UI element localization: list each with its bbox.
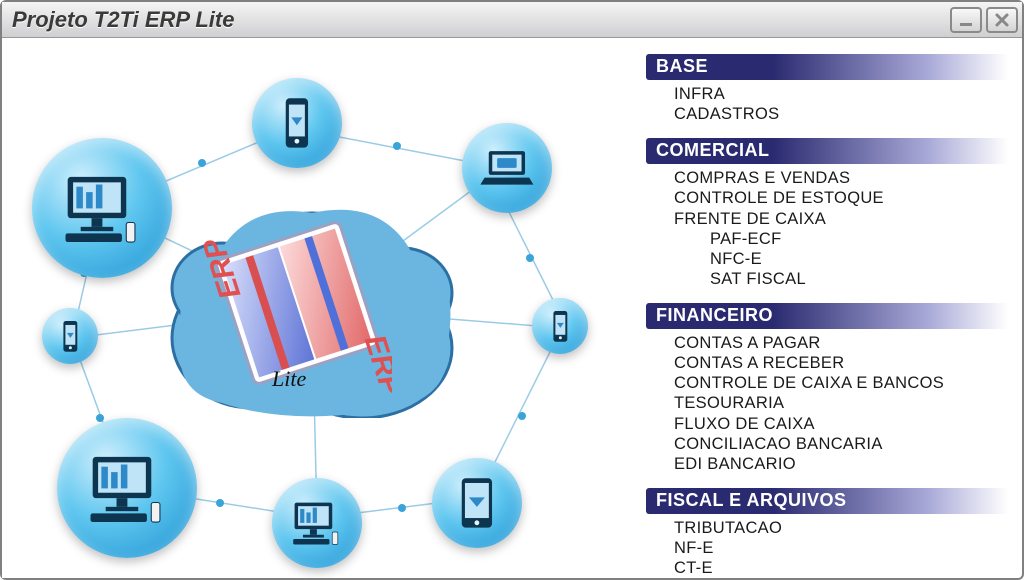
- desktop-icon: [289, 495, 345, 551]
- list-item[interactable]: FLUXO DE CAIXA: [674, 414, 1008, 434]
- network-node-desktop: [32, 138, 172, 278]
- list-item[interactable]: FRENTE DE CAIXA: [674, 209, 1008, 229]
- network-node-laptop: [462, 123, 552, 213]
- list-item[interactable]: NFC-E: [710, 249, 1008, 269]
- list-item[interactable]: CADASTROS: [674, 104, 1008, 124]
- desktop-icon: [59, 165, 146, 252]
- module-list: BASEINFRACADASTROSCOMERCIALCOMPRAS E VEN…: [642, 38, 1022, 578]
- window-controls: [950, 7, 1018, 33]
- section-header: FINANCEIRO: [646, 303, 1008, 329]
- network-diagram: ERP ERP Lite: [2, 38, 642, 578]
- list-item[interactable]: NF-E: [674, 538, 1008, 558]
- section-items: COMPRAS E VENDASCONTROLE DE ESTOQUEFRENT…: [646, 164, 1008, 293]
- list-item[interactable]: TESOURARIA: [674, 393, 1008, 413]
- content-area: ERP ERP Lite: [2, 38, 1022, 578]
- list-item[interactable]: COMPRAS E VENDAS: [674, 168, 1008, 188]
- phone-icon: [543, 309, 578, 344]
- section-header: FISCAL E ARQUIVOS: [646, 488, 1008, 514]
- network-node-phone: [42, 308, 98, 364]
- titlebar: Projeto T2Ti ERP Lite: [2, 2, 1022, 38]
- list-item[interactable]: CONCILIACAO BANCARIA: [674, 434, 1008, 454]
- network-node-desktop: [272, 478, 362, 568]
- network-node-phone: [252, 78, 342, 168]
- close-button[interactable]: [986, 7, 1018, 33]
- list-item[interactable]: TRIBUTACAO: [674, 518, 1008, 538]
- phone-icon: [53, 319, 88, 354]
- minimize-icon: [958, 13, 974, 27]
- list-item[interactable]: SAT FISCAL: [710, 269, 1008, 289]
- list-item[interactable]: CONTROLE DE CAIXA E BANCOS: [674, 373, 1008, 393]
- section-items: CONTAS A PAGARCONTAS A RECEBERCONTROLE D…: [646, 329, 1008, 478]
- window-title: Projeto T2Ti ERP Lite: [12, 7, 950, 33]
- section-items: INFRACADASTROS: [646, 80, 1008, 128]
- list-item[interactable]: CONTROLE DE ESTOQUE: [674, 188, 1008, 208]
- network-node-tablet: [432, 458, 522, 548]
- list-item[interactable]: PAF-ECF: [710, 229, 1008, 249]
- list-item[interactable]: CT-E: [674, 558, 1008, 578]
- app-window: Projeto T2Ti ERP Lite: [0, 0, 1024, 580]
- list-item[interactable]: EDI BANCARIO: [674, 454, 1008, 474]
- section-items: TRIBUTACAONF-ECT-ESPED FISCALESOCIAL: [646, 514, 1008, 578]
- list-item[interactable]: CONTAS A PAGAR: [674, 333, 1008, 353]
- tablet-icon: [449, 475, 505, 531]
- list-item[interactable]: INFRA: [674, 84, 1008, 104]
- network-node-phone: [532, 298, 588, 354]
- close-icon: [994, 12, 1010, 28]
- phone-icon: [269, 95, 325, 151]
- center-label: Lite: [271, 366, 306, 391]
- section-header: BASE: [646, 54, 1008, 80]
- erp-logo: ERP ERP Lite: [202, 208, 392, 398]
- desktop-icon: [84, 445, 171, 532]
- svg-text:ERP: ERP: [358, 331, 392, 398]
- cloud-center: ERP ERP Lite: [162, 198, 462, 418]
- sub-items: PAF-ECFNFC-ESAT FISCAL: [674, 229, 1008, 289]
- section-header: COMERCIAL: [646, 138, 1008, 164]
- network-node-desktop: [57, 418, 197, 558]
- list-item[interactable]: CONTAS A RECEBER: [674, 353, 1008, 373]
- minimize-button[interactable]: [950, 7, 982, 33]
- laptop-icon: [479, 140, 535, 196]
